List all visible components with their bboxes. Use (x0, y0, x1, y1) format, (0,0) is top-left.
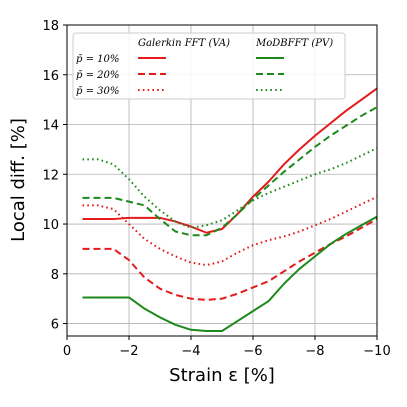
legend-row-label-20: p̄ = 20% (76, 70, 119, 81)
legend-row-label-10: p̄ = 10% (76, 54, 119, 65)
x-tick-label: −6 (243, 344, 262, 359)
x-tick-label: −10 (363, 344, 390, 359)
y-tick-label: 10 (42, 218, 59, 233)
x-axis-label: Strain ε [%] (169, 365, 275, 386)
modbfft-series-line-10 (82, 215, 378, 333)
plot-frame (66, 24, 378, 337)
x-tick-label: 0 (63, 344, 71, 359)
legend: Galerkin FFT (VA) MoDBFFT (PV) p̄ = 10% … (72, 32, 346, 100)
y-tick-label: 6 (51, 318, 59, 333)
axis-ticks: 0 −2 −4 −6 −8 −10 6 8 10 12 14 16 18 (42, 19, 390, 359)
legend-row-label-30: p̄ = 30% (76, 86, 119, 97)
series-lines (82, 87, 378, 333)
modbfft-series-line-30 (82, 147, 378, 229)
x-tick-label: −2 (119, 344, 138, 359)
legend-swatches (138, 57, 284, 91)
y-tick-label: 18 (42, 19, 59, 34)
y-axis-label: Local diff. [%] (8, 118, 29, 242)
legend-header-modbfft: MoDBFFT (PV) (255, 38, 333, 49)
x-tick-label: −8 (305, 344, 324, 359)
x-tick-label: −4 (181, 344, 200, 359)
y-tick-label: 16 (42, 69, 59, 84)
y-tick-label: 14 (42, 119, 59, 134)
y-tick-label: 8 (51, 268, 59, 283)
legend-header-galerkin: Galerkin FFT (VA) (138, 38, 230, 49)
legend-box (72, 32, 346, 100)
modbfft-series-line-20 (82, 106, 378, 237)
galerkin-series-line-10 (82, 87, 378, 234)
y-tick-label: 12 (42, 168, 59, 183)
